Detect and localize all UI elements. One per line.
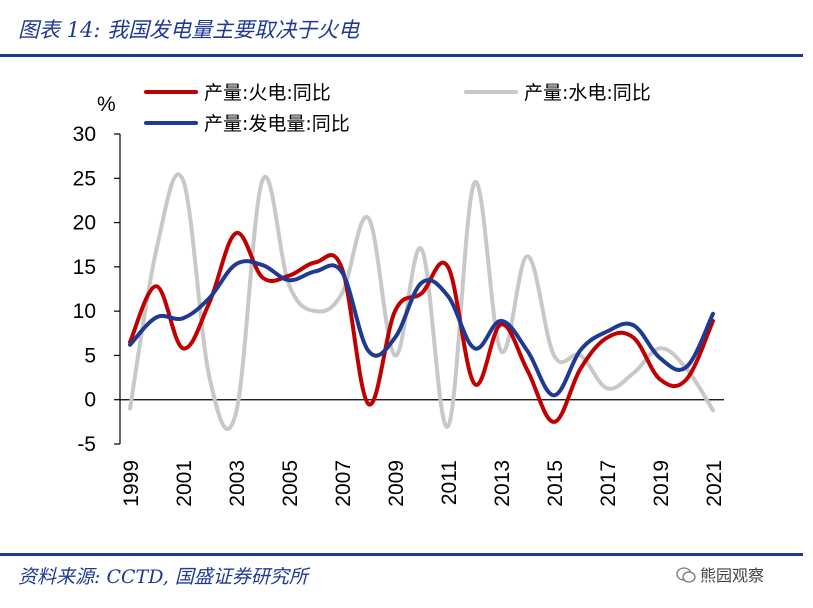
x-tick-label: 2011 <box>438 460 461 505</box>
x-tick-label: 2009 <box>385 460 408 507</box>
y-tick-label: 30 <box>73 123 96 146</box>
y-tick-label: 0 <box>84 389 96 412</box>
x-tick-label: 2015 <box>544 460 567 507</box>
y-tick-label: -5 <box>77 433 96 456</box>
x-tick-label: 2005 <box>279 460 302 507</box>
legend-label: 产量:火电:同比 <box>204 82 331 104</box>
legend-label: 产量:水电:同比 <box>524 82 651 104</box>
x-tick-label: 2013 <box>491 460 514 507</box>
y-tick-label: 10 <box>73 300 96 323</box>
x-tick-label: 1999 <box>120 460 143 507</box>
y-tick-label: 25 <box>73 167 96 190</box>
x-tick-label: 2019 <box>650 460 673 507</box>
y-tick-label: 20 <box>73 212 96 235</box>
source-rule <box>0 553 803 556</box>
x-tick-label: 2003 <box>226 460 249 507</box>
y-tick-label: 15 <box>73 256 96 279</box>
figure-title: 图表 14: 我国发电量主要取决于火电 <box>18 18 360 42</box>
wechat-icon <box>676 566 696 587</box>
series-line-thermal <box>128 231 715 424</box>
x-tick-label: 2017 <box>597 460 620 507</box>
x-axis-ticks: 1999 2001 2003 2005 2007 2009 2011 2013 2015 2017… <box>120 460 726 507</box>
x-tick-label: 2007 <box>332 460 355 507</box>
x-tick-label: 2021 <box>703 460 726 507</box>
y-tick-label: 5 <box>84 344 96 367</box>
y-axis-unit-label: % <box>97 93 116 116</box>
source-note: 资料来源: CCTD, 国盛证券研究所 <box>18 566 308 588</box>
series-line-hydro <box>128 172 715 431</box>
x-tick-label: 2001 <box>173 460 196 507</box>
series-layer <box>128 172 715 431</box>
series-line-total <box>128 259 715 398</box>
watermark: 熊园观察 <box>676 562 764 587</box>
y-axis-ticks: -5 0 5 10 15 20 25 30 <box>73 123 120 456</box>
title-rule <box>0 54 803 57</box>
legend-label: 产量:发电量:同比 <box>204 113 350 135</box>
watermark-text: 熊园观察 <box>700 566 765 585</box>
